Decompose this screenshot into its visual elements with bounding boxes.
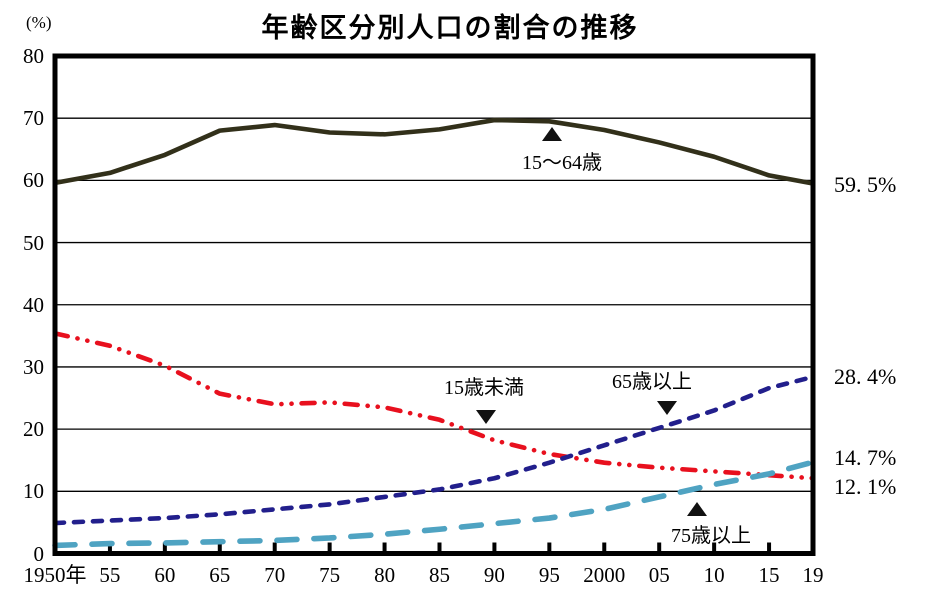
series-label-under-15: 15歳未満: [444, 377, 524, 399]
x-tick-label-2000: 2000: [583, 563, 626, 587]
y-tick-label-20: 20: [23, 417, 44, 442]
y-tick-label-30: 30: [23, 354, 44, 379]
series-line-3: [52, 459, 816, 549]
x-tick-label-1995: 95: [538, 563, 560, 587]
series-label-over-75: 75歳以上: [671, 525, 751, 547]
y-tick-label-70: 70: [23, 106, 44, 131]
plot-border: [52, 53, 816, 556]
x-tick-label-2010: 10: [703, 563, 725, 587]
x-tick-label-1965: 65: [209, 563, 231, 587]
x-tick-label-2015: 15: [758, 563, 780, 587]
chart-title: 年齢区分別人口の割合の推移: [261, 13, 639, 43]
end-value-label-over-75: 14. 7%: [834, 445, 897, 470]
y-axis-unit-label: (%): [26, 13, 52, 32]
x-tick-label-1970: 70: [264, 563, 286, 587]
y-tick-label-50: 50: [23, 230, 44, 255]
y-tick-label-40: 40: [23, 292, 44, 317]
series-line-1: [52, 331, 816, 481]
x-tick-label-1955: 55: [99, 563, 121, 587]
series-line-2: [52, 374, 816, 526]
x-tick-label-1975: 75: [319, 563, 341, 587]
x-tick-label-1950: 1950年: [23, 563, 87, 587]
x-tick-label-2019: 19: [802, 563, 824, 587]
pointer-down-triangle-under-15-icon: [476, 410, 496, 424]
x-tick-label-1980: 80: [374, 563, 396, 587]
y-tick-label-0: 0: [33, 541, 45, 566]
series-label-15-64: 15〜64歳: [522, 152, 602, 174]
end-value-label-over-65: 28. 4%: [834, 364, 897, 389]
end-value-label-15-64: 59. 5%: [834, 172, 897, 197]
x-tick-label-1990: 90: [483, 563, 505, 587]
x-tick-label-1985: 85: [428, 563, 450, 587]
y-tick-label-10: 10: [23, 479, 44, 504]
pointer-up-triangle-over-75-icon: [687, 502, 707, 516]
pointer-down-triangle-over-65-icon: [657, 401, 677, 415]
y-tick-label-60: 60: [23, 168, 44, 193]
x-tick-label-1960: 60: [154, 563, 176, 587]
y-tick-label-80: 80: [23, 44, 44, 68]
series-label-over-65: 65歳以上: [612, 371, 692, 393]
series-line-0: [54, 117, 814, 186]
pointer-up-triangle-15-64-icon: [542, 127, 562, 141]
x-tick-label-2005: 05: [648, 563, 670, 587]
end-value-label-under-15: 12. 1%: [834, 474, 897, 499]
